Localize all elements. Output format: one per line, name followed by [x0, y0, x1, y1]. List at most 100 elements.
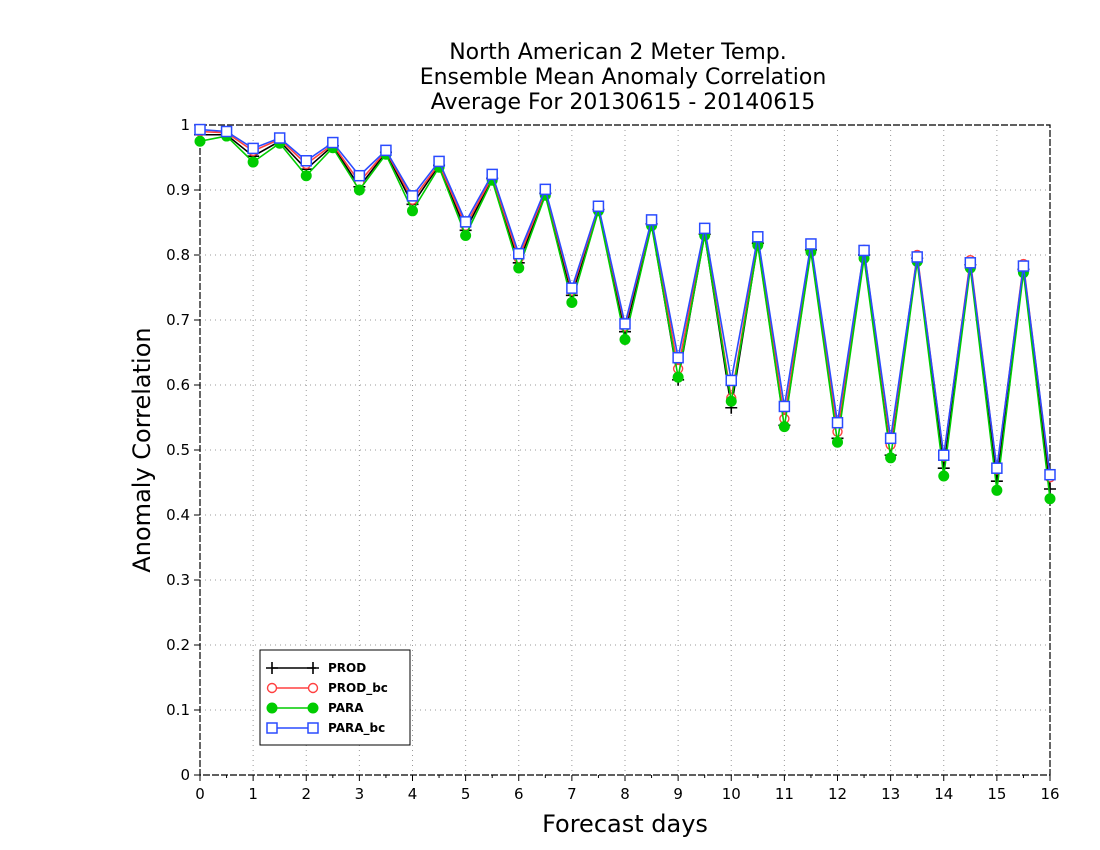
data-point-para-bc [220, 125, 233, 138]
data-point-para [247, 156, 259, 168]
data-point-para-bc [752, 231, 764, 243]
legend-label-prod: PROD [328, 661, 366, 675]
axis-ticks: 0 1 2 3 4 5 6 7 8 9 10 11 12 13 14 15 1600.10.20.30.40.5… [166, 116, 1059, 803]
y-tick-label: 0.7 [166, 311, 190, 329]
data-point-para-bc [1017, 260, 1030, 272]
data-point-para-bc [672, 351, 684, 364]
data-point-para-bc [911, 251, 923, 263]
data-point-para-bc [459, 216, 472, 228]
y-axis-label: Anomaly Correlation [128, 327, 156, 572]
data-point-para-bc [831, 416, 844, 429]
data-point-para-bc [273, 132, 286, 144]
data-point-para-bc [938, 449, 950, 461]
data-point-para [300, 170, 312, 182]
y-tick-label: 0.3 [166, 571, 190, 589]
data-point-para-bc [486, 168, 498, 181]
y-tick-label: 0.6 [166, 376, 190, 394]
x-tick-label: 13 [881, 785, 900, 803]
data-point-para-bc [805, 238, 817, 250]
data-point-para-bc [247, 142, 259, 155]
chart-title: North American 2 Meter Temp. Ensemble Me… [420, 40, 827, 115]
data-point-para [725, 395, 737, 407]
data-point-para-bc [406, 190, 419, 202]
series-line-para-bc [199, 128, 1051, 475]
data-point-para [885, 452, 897, 464]
data-point-para [460, 230, 472, 241]
data-point-para-bc [513, 247, 525, 260]
x-tick-label: 11 [775, 785, 794, 803]
data-point-para [991, 484, 1003, 496]
data-point-para-bc [380, 144, 392, 157]
x-tick-label: 12 [828, 785, 847, 803]
data-point-para [1044, 493, 1056, 505]
y-tick-label: 0.1 [166, 701, 190, 719]
data-point-para [353, 184, 365, 196]
x-tick-label: 4 [408, 785, 418, 803]
data-point-para-bc [592, 200, 605, 212]
x-tick-label: 2 [301, 785, 311, 803]
legend-marker-prod-bc [266, 682, 278, 694]
data-point-para-bc [300, 155, 312, 167]
x-tick-label: 6 [514, 785, 524, 803]
data-point-para [938, 470, 950, 482]
legend-marker-para-bc [307, 722, 319, 734]
series-para-bc [194, 123, 1056, 481]
data-point-para-bc [778, 400, 791, 413]
y-tick-label: 1 [180, 116, 190, 134]
x-tick-label: 10 [722, 785, 741, 803]
x-tick-label: 16 [1040, 785, 1059, 803]
x-tick-label: 1 [248, 785, 258, 803]
data-point-para [513, 262, 525, 274]
data-point-para-bc [1044, 468, 1056, 481]
legend: PROD PROD_bc PARA PARA_bc [259, 649, 411, 746]
data-point-para [194, 135, 206, 147]
series-layer [194, 123, 1056, 505]
data-point-para-bc [566, 282, 578, 294]
y-tick-label: 0.5 [166, 441, 190, 459]
legend-marker-prod [307, 662, 319, 674]
x-tick-label: 7 [567, 785, 577, 803]
legend-label-para: PARA [328, 701, 364, 715]
title-line-1: North American 2 Meter Temp. [449, 40, 787, 65]
data-point-para-bc [991, 462, 1003, 474]
legend-marker-para [266, 702, 278, 714]
data-point-para-bc [645, 214, 658, 226]
data-point-para-bc [698, 222, 711, 235]
x-tick-label: 14 [934, 785, 953, 803]
data-point-prod-bc [832, 426, 843, 437]
data-point-para [778, 421, 790, 433]
title-line-3: Average For 20130615 - 20140615 [431, 90, 816, 115]
x-tick-label: 15 [987, 785, 1006, 803]
x-axis-label: Forecast days [542, 810, 708, 838]
data-point-para-bc [725, 374, 737, 387]
x-tick-label: 5 [461, 785, 471, 803]
data-point-para [672, 371, 684, 383]
data-point-para-bc [884, 432, 897, 445]
x-tick-label: 3 [355, 785, 365, 803]
data-point-para [566, 296, 578, 308]
data-point-para-bc [964, 257, 977, 269]
legend-marker-para-bc [266, 722, 278, 734]
data-point-para-bc [353, 169, 366, 182]
x-tick-label: 0 [195, 785, 205, 803]
legend-marker-prod-bc [307, 682, 319, 694]
title-line-2: Ensemble Mean Anomaly Correlation [420, 65, 827, 90]
legend-label-prod-bc: PROD_bc [328, 681, 388, 696]
y-tick-label: 0 [180, 766, 190, 784]
y-tick-label: 0.9 [166, 181, 190, 199]
data-point-para-bc [619, 318, 631, 330]
data-point-para [407, 205, 418, 217]
y-tick-label: 0.8 [166, 246, 190, 264]
legend-box [259, 649, 411, 746]
x-tick-label: 9 [673, 785, 683, 803]
legend-marker-para [307, 702, 319, 714]
data-point-para-bc [858, 244, 870, 257]
x-tick-label: 8 [620, 785, 630, 803]
y-tick-label: 0.4 [166, 506, 190, 524]
data-point-para [619, 334, 631, 345]
data-point-para [832, 436, 843, 448]
data-point-para-bc [539, 183, 552, 196]
data-point-para-bc [194, 123, 206, 136]
data-point-para-bc [327, 136, 339, 149]
